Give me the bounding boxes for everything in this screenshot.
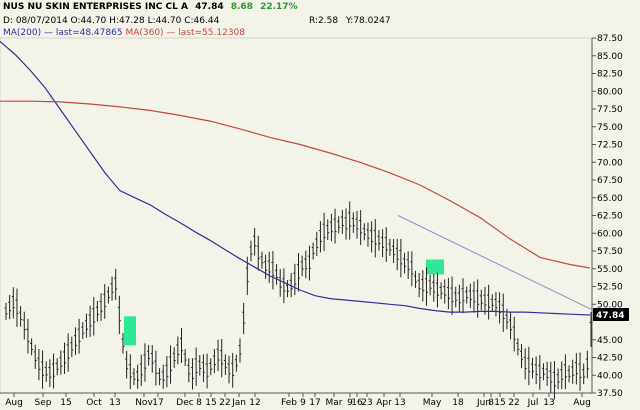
x-tick-label: 15 (60, 398, 71, 408)
symbol-name: NUS NU SKIN ENTERPRISES INC CL A (3, 2, 188, 12)
y-tick-label: 65.00 (597, 194, 623, 204)
r-stat: R:2.58 (309, 16, 339, 26)
x-tick-label: 22 (219, 398, 230, 408)
ma360-legend: MA(360) — last=55.12308 (125, 28, 245, 38)
x-tick-label: 13 (394, 398, 405, 408)
ma200-legend: MA(200) — last=48.47865 (3, 28, 123, 38)
y-tick-label: 70.00 (597, 158, 623, 168)
ma200-line (0, 41, 591, 316)
series-lines (0, 41, 611, 319)
x-tick-label: 17 (309, 398, 320, 408)
y-stat: Y:78.0247 (346, 16, 391, 26)
highlight-box (124, 316, 136, 346)
y-tick-label: 40.00 (597, 371, 623, 381)
x-tick-label: 15 (494, 398, 505, 408)
y-tick-label: 82.50 (597, 70, 623, 80)
y-tick-label: 57.50 (597, 247, 623, 257)
last-price-tag-box (593, 308, 629, 321)
x-tick-labels: Aug Sep 15 Oct 13 Nov 17 Dec 8 15 22 Jan 12 Feb 9 17 Mar… (5, 398, 591, 408)
highlight-box (426, 259, 444, 275)
x-tick-label: 9 (300, 398, 306, 408)
x-tick-label: Sep (35, 398, 52, 408)
price-bars (4, 201, 593, 400)
ohlc-values: D: 08/07/2014 O:44.70 H:47.28 L:44.70 C:… (3, 16, 220, 26)
y-tick-label: 45.00 (597, 336, 623, 346)
x-tick-label: 22 (508, 398, 519, 408)
y-tick-label: 50.00 (597, 300, 623, 310)
x-tick-label: Jun (476, 398, 491, 408)
last-price-tag-label: 47.84 (596, 311, 624, 321)
x-tick-label: Oct (86, 398, 102, 408)
x-tick-label: Aug (573, 398, 591, 408)
last-price: 47.84 (195, 2, 224, 12)
x-tick-label: 12 (249, 398, 260, 408)
ohlc-readout: D: 08/07/2014 O:44.70 H:47.28 L:44.70 C:… (3, 16, 391, 26)
x-tick-label: May (423, 398, 442, 408)
y-tick-label: 42.50 (597, 354, 623, 364)
x-tick-label: 23 (361, 398, 372, 408)
x-tick-label: Nov (135, 398, 153, 408)
change-value: 8.68 (230, 2, 253, 12)
y-tick-label: 85.00 (597, 52, 623, 62)
x-tick-label: Dec (176, 398, 193, 408)
y-tick-label: 77.50 (597, 105, 623, 115)
x-tick-label: Jan (231, 398, 246, 408)
y-tick-label: 75.00 (597, 123, 623, 133)
x-tick-label: 17 (152, 398, 163, 408)
y-tick-label: 52.50 (597, 283, 623, 293)
x-tick-label: 13 (543, 398, 554, 408)
x-tick-label: Aug (5, 398, 23, 408)
y-tick-label: 37.50 (597, 389, 623, 399)
change-percent: 22.17% (260, 2, 298, 12)
y-tick-label: 67.50 (597, 176, 623, 186)
x-tick-label: 13 (109, 398, 120, 408)
y-tick-label: 80.00 (597, 87, 623, 97)
x-tick-label: 8 (488, 398, 494, 408)
trend-line (397, 215, 611, 319)
x-tick-label: 9 (347, 398, 353, 408)
y-tick-label: 55.00 (597, 265, 623, 275)
annotation-boxes (124, 259, 444, 346)
x-tick-label: Apr (376, 398, 392, 408)
y-tick-label: 72.50 (597, 141, 623, 151)
last-price-tag: 47.84 (593, 308, 629, 321)
y-tick-labels: 87.50 85.00 82.50 80.00 77.50 75.00 72.50 70.00… (597, 34, 623, 399)
y-tick-label: 60.00 (597, 229, 623, 239)
x-tick-label: 8 (196, 398, 202, 408)
y-tick-label: 87.50 (597, 34, 623, 44)
x-tick-label: 15 (205, 398, 216, 408)
gridlines (13, 37, 596, 397)
x-tick-label: 18 (452, 398, 464, 408)
x-tick-label: Mar (326, 398, 343, 408)
y-tick-label: 62.50 (597, 212, 623, 222)
moving-average-legend: MA(200) — last=48.47865 MA(360) — last=5… (3, 28, 245, 38)
plot-area (0, 37, 593, 394)
chart-title: NUS NU SKIN ENTERPRISES INC CL A 47.84 8… (3, 2, 298, 12)
x-tick-label: Feb (281, 398, 297, 408)
x-tick-label: 16 (351, 398, 363, 408)
x-tick-label: Jul (527, 398, 539, 408)
ma360-line (0, 100, 591, 269)
